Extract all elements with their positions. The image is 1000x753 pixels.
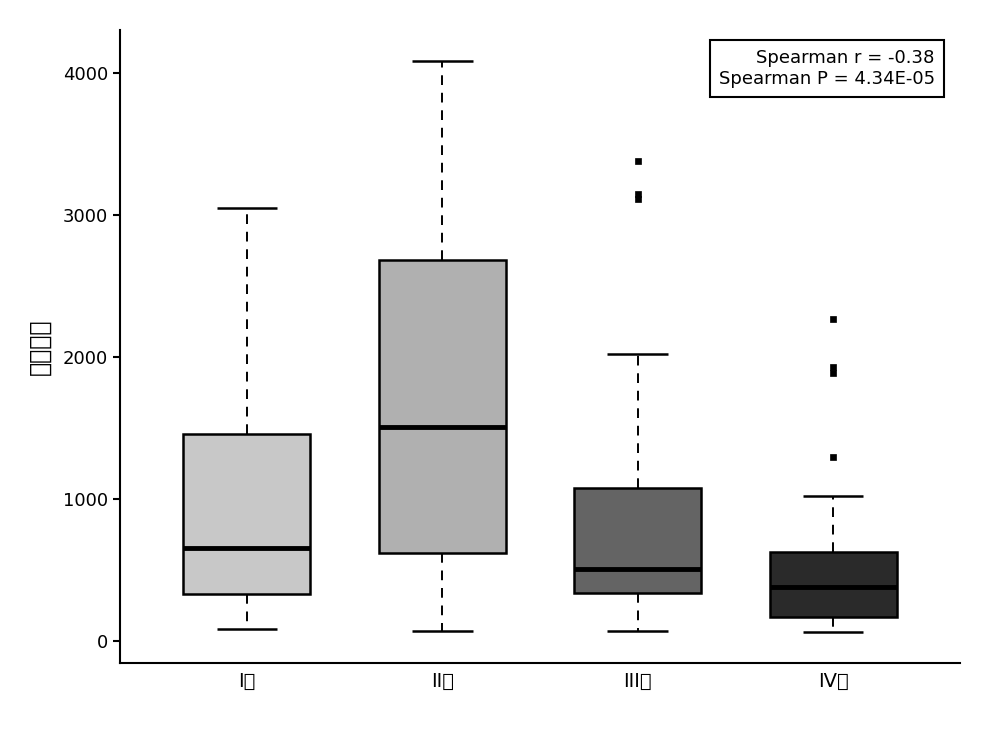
- Bar: [770, 552, 897, 617]
- Bar: [183, 434, 310, 594]
- Y-axis label: 生存天数: 生存天数: [28, 318, 52, 375]
- Bar: [379, 261, 506, 553]
- Bar: [574, 488, 701, 593]
- Text: Spearman r = -0.38
Spearman P = 4.34E-05: Spearman r = -0.38 Spearman P = 4.34E-05: [719, 49, 935, 88]
